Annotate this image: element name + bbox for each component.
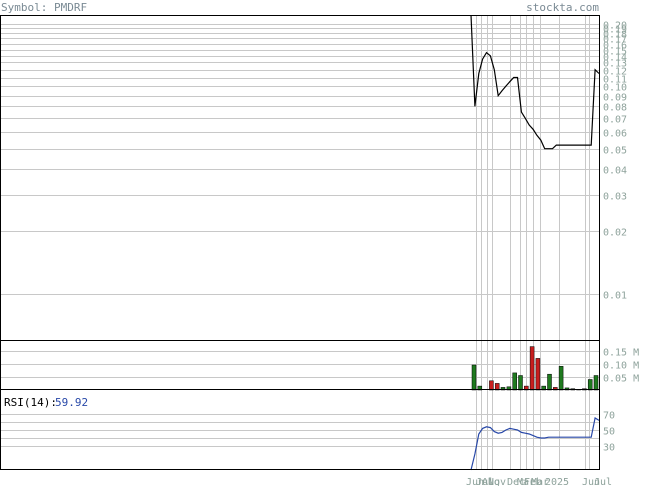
volume-tick-label: 0.10 M bbox=[603, 361, 639, 372]
price-tick-label: 0.13 bbox=[603, 59, 627, 70]
price-tick-label: 0.16 bbox=[603, 41, 627, 52]
rsi-grid bbox=[0, 414, 600, 447]
volume-bar bbox=[529, 346, 535, 391]
volume-axis: 0.15 M 0.10 M 0.05 M bbox=[0, 348, 639, 385]
price-tick-label: 0.09 bbox=[603, 93, 627, 104]
rsi-value: 59.92 bbox=[55, 396, 88, 409]
x-tick-label: Jun bbox=[582, 477, 600, 486]
x-tick-label: Mar bbox=[517, 477, 535, 486]
price-tick-label: 0.04 bbox=[603, 166, 627, 177]
rsi-axis: 70 50 30 bbox=[603, 411, 615, 454]
price-grid bbox=[0, 24, 600, 295]
price-tick-label: 0.12 bbox=[603, 67, 627, 78]
price-tick-label: 0.06 bbox=[603, 129, 627, 140]
rsi-tick-label: 30 bbox=[603, 443, 615, 454]
price-tick-label: 0.20 bbox=[603, 21, 627, 32]
volume-bar bbox=[512, 372, 517, 391]
volume-bar bbox=[593, 375, 599, 391]
x-tick-label: Nov bbox=[488, 477, 506, 486]
rsi-label: RSI(14): bbox=[4, 396, 57, 409]
x-tick-label: Jun bbox=[466, 477, 484, 486]
rsi-tick-label: 50 bbox=[603, 427, 615, 438]
x-tick-label: Dec bbox=[507, 477, 525, 486]
price-tick-label: 0.14 bbox=[603, 53, 627, 64]
symbol-label: Symbol: PMDRF bbox=[1, 1, 87, 14]
x-tick-label: 2025 bbox=[545, 477, 569, 486]
volume-tick-label: 0.15 M bbox=[603, 348, 639, 359]
rsi-panel-frame bbox=[0, 389, 600, 470]
x-tick-label: Aug bbox=[482, 477, 500, 486]
price-tick-label: 0.11 bbox=[603, 75, 627, 86]
price-tick-label: 0.18 bbox=[603, 30, 627, 41]
price-tick-label: 0.19 bbox=[603, 25, 627, 36]
volume-bar bbox=[535, 358, 541, 391]
rsi-tick-label: 70 bbox=[603, 411, 615, 422]
volume-bar bbox=[587, 379, 593, 391]
price-tick-label: 0.03 bbox=[603, 192, 627, 203]
volume-tick-label: 0.05 M bbox=[603, 374, 639, 385]
volume-bar bbox=[547, 373, 552, 391]
site-name: stockta.com bbox=[526, 1, 599, 14]
rsi-line bbox=[470, 417, 600, 471]
price-tick-label: 0.17 bbox=[603, 35, 627, 46]
volume-bar bbox=[489, 380, 494, 391]
price-line bbox=[470, 14, 600, 150]
vertical-gridlines bbox=[476, 15, 590, 470]
x-tick-label: Feb bbox=[524, 477, 542, 486]
price-tick-label: 0.01 bbox=[603, 291, 627, 302]
x-tick-label: Jul bbox=[476, 477, 494, 486]
x-tick-label: Jul bbox=[594, 477, 612, 486]
price-panel-frame bbox=[0, 15, 600, 341]
price-tick-label: 0.02 bbox=[603, 228, 627, 239]
volume-bar bbox=[471, 364, 477, 391]
price-tick-label: 0.07 bbox=[603, 115, 627, 126]
volume-bars bbox=[471, 346, 599, 391]
price-tick-label: 0.05 bbox=[603, 146, 627, 157]
volume-bar bbox=[558, 366, 564, 391]
price-tick-label: 0.10 bbox=[603, 83, 627, 94]
price-tick-label: 0.08 bbox=[603, 103, 627, 114]
volume-bar bbox=[518, 375, 523, 391]
x-tick-label: Mar bbox=[531, 477, 549, 486]
price-axis: 0.200.190.180.170.160.150.140.130.120.11… bbox=[603, 21, 627, 302]
price-tick-label: 0.15 bbox=[603, 47, 627, 58]
